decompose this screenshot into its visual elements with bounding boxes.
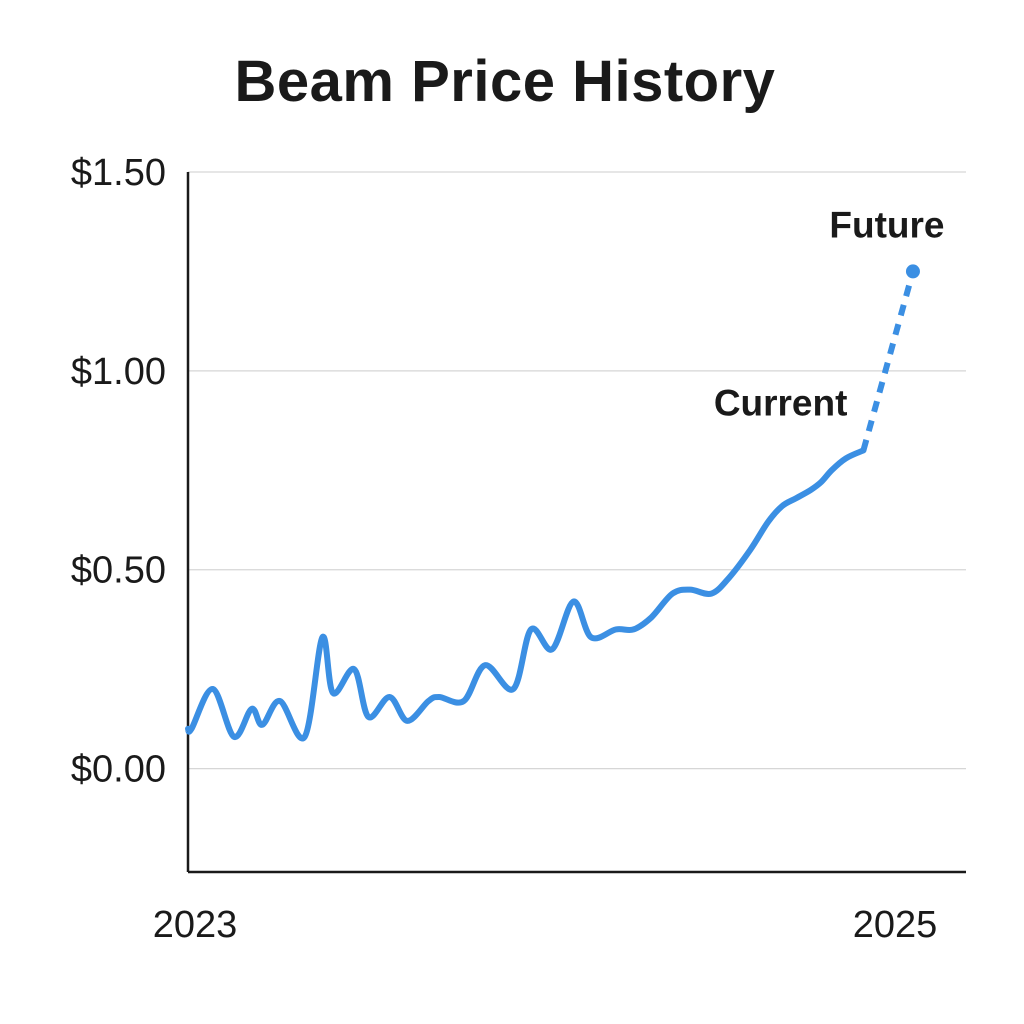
- y-tick-label: $1.50: [71, 152, 166, 194]
- price-line: [185, 447, 867, 742]
- annotations: Current Future: [714, 204, 945, 423]
- y-tick-label: $0.00: [71, 749, 166, 791]
- projection-line: [860, 270, 916, 452]
- tick-labels: $0.00 $0.50 $1.00 $1.50 2023 2025: [71, 152, 937, 946]
- y-tick-label: $0.50: [71, 550, 166, 592]
- gridlines: [188, 171, 966, 770]
- x-tick-label: 2023: [153, 904, 238, 946]
- axes: [186, 172, 966, 874]
- series-lines: [185, 264, 920, 742]
- annotation-current: Current: [714, 382, 848, 423]
- x-tick-label: 2025: [853, 904, 938, 946]
- y-tick-label: $1.00: [71, 351, 166, 393]
- annotation-future: Future: [829, 204, 944, 245]
- chart-title: Beam Price History: [234, 49, 776, 114]
- future-point-marker: [905, 264, 920, 279]
